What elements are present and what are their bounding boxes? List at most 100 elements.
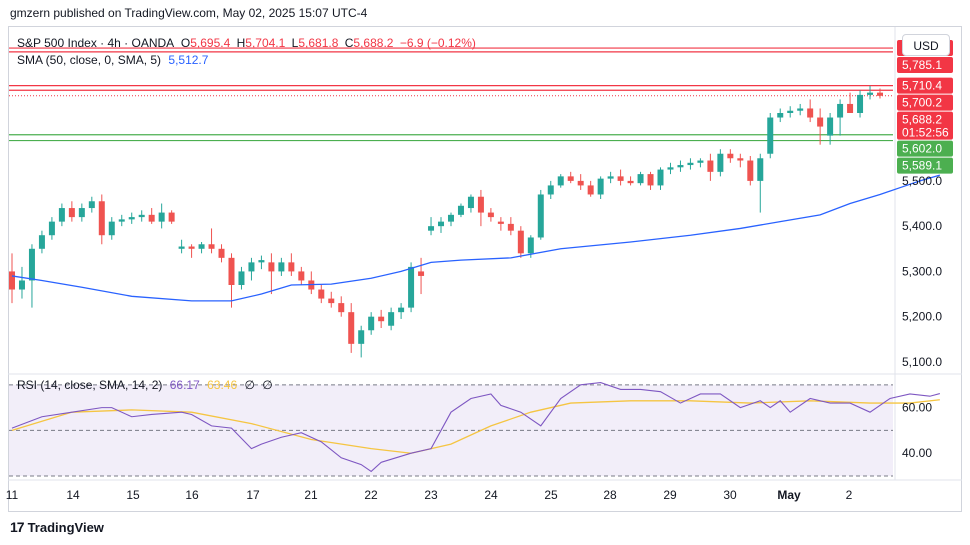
candle-body (747, 160, 754, 181)
chart-frame (8, 26, 962, 512)
candle-body (418, 271, 425, 276)
candle-body (727, 153, 734, 159)
candle-body (18, 280, 25, 290)
time-tick-label: 11 (6, 488, 19, 502)
candle-body (298, 271, 305, 281)
candle-body (517, 230, 524, 254)
candle-body (348, 312, 355, 344)
time-tick-label: 21 (304, 488, 318, 502)
candle-body (867, 92, 874, 95)
candle-body (408, 266, 415, 308)
candle-body (527, 237, 534, 254)
price-label-text: 5,785.1 (902, 58, 942, 72)
candle-body (787, 110, 794, 113)
price-tick-label: 5,100.0 (902, 355, 942, 369)
time-tick-label: May (777, 488, 801, 502)
time-tick-label: 14 (66, 488, 80, 502)
candle-body (248, 262, 255, 272)
change-value: −6.9 (−0.12%) (399, 36, 476, 50)
candle-body (428, 226, 435, 231)
price-tick-label: 5,300.0 (902, 264, 942, 278)
time-tick-label: 29 (663, 488, 677, 502)
sma-label: SMA (50, close, 0, SMA, 5) (17, 53, 162, 67)
candle-body (777, 113, 784, 118)
candle-body (577, 180, 584, 186)
candle-body (198, 244, 205, 249)
candle-body (168, 212, 175, 222)
candle-body (737, 158, 744, 161)
low-value: 5,681.8 (298, 36, 339, 50)
candle-body (847, 103, 854, 113)
price-tick-label: 5,200.0 (902, 310, 942, 324)
candle-body (537, 194, 544, 238)
candle-body (467, 196, 474, 209)
candle-body (178, 246, 185, 249)
candle-body (128, 217, 135, 220)
candle-body (837, 103, 844, 118)
candle-body (567, 176, 574, 181)
candle-body (328, 298, 335, 304)
candle-body (657, 169, 664, 186)
candle-body (28, 248, 35, 281)
candle-body (98, 201, 105, 236)
candle-body (597, 178, 604, 195)
footer-brand: 17 TradingView (10, 519, 104, 535)
price-legend: S&P 500 Index · 4h · OANDA O5,695.4 H5,7… (17, 36, 476, 50)
low-label: L (291, 36, 299, 50)
rsi-line (11, 381, 941, 473)
time-tick-label: 2 (846, 488, 853, 502)
candle-body (647, 174, 654, 186)
candle-body (118, 219, 125, 222)
candle-body (817, 117, 824, 127)
candle-body (58, 208, 65, 222)
candle-body (108, 221, 115, 236)
candle-body (507, 223, 514, 231)
candle-body (697, 160, 704, 163)
open-label: O (180, 36, 191, 50)
candle-body (667, 167, 674, 170)
candle-body (48, 221, 55, 236)
currency-button[interactable]: USD (902, 34, 950, 56)
open-value: 5,695.4 (190, 36, 231, 50)
candle-body (278, 262, 285, 272)
rsi-ma-value: 63.46 (207, 378, 238, 392)
candle-body (617, 176, 624, 181)
price-label-box (897, 157, 953, 174)
candle-body (687, 162, 694, 166)
candle-body (398, 307, 405, 313)
candle-body (877, 92, 883, 96)
candle-body (368, 316, 375, 331)
candle-body (607, 176, 614, 179)
candle-body (9, 271, 15, 290)
rsi-value: 66.17 (169, 378, 200, 392)
brand-name: TradingView (27, 519, 104, 535)
candle-body (557, 176, 564, 186)
candle-body (338, 303, 345, 313)
candle-body (78, 208, 85, 218)
sma-value: 5,512.7 (168, 53, 209, 67)
candle-body (807, 108, 814, 118)
price-label-text: 5,589.1 (902, 159, 942, 173)
price-tick-label: 5,500.0 (902, 174, 942, 188)
rsi-legend: RSI (14, close, SMA, 14, 2) 66.17 63.46 … (17, 378, 273, 392)
candle-body (38, 235, 45, 249)
candle-body (637, 174, 644, 184)
price-label-box (897, 111, 953, 140)
candle-body (487, 212, 494, 218)
candle-body (767, 117, 774, 154)
time-tick-label: 16 (185, 488, 199, 502)
candle-body (797, 108, 804, 111)
rsi-ma-line (11, 399, 940, 454)
high-label: H (236, 36, 246, 50)
candle-body (138, 214, 145, 218)
price-label-text: 5,602.0 (902, 142, 942, 156)
candle-body (378, 316, 385, 322)
time-tick-label: 30 (723, 488, 737, 502)
candle-body (158, 212, 165, 222)
sma-legend: SMA (50, close, 0, SMA, 5) 5,512.7 (17, 53, 208, 67)
candle-body (547, 185, 554, 195)
candle-body (208, 244, 215, 249)
close-value: 5,688.2 (353, 36, 394, 50)
publisher-line: gmzern published on TradingView.com, May… (10, 6, 368, 20)
